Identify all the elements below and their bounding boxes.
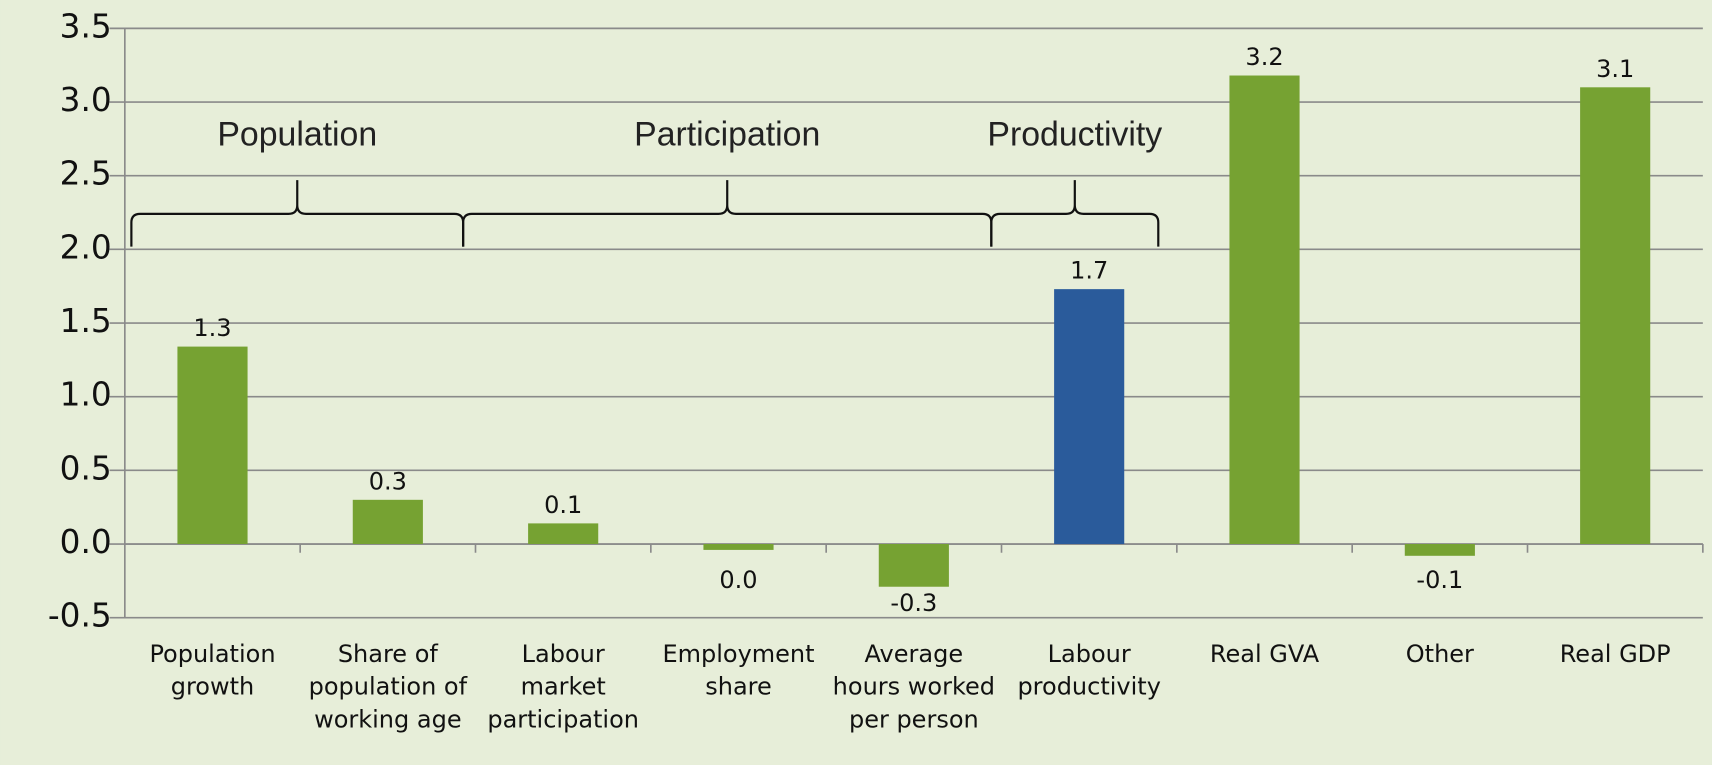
y-tick-label: 1.0 xyxy=(60,376,112,414)
data-label: -0.3 xyxy=(890,589,937,617)
label-line: working age xyxy=(314,705,462,733)
x-tick-label: Real GVA xyxy=(1210,640,1320,668)
label-line: share xyxy=(705,673,772,701)
x-tick-label: Share of population of working age xyxy=(309,640,468,733)
bar xyxy=(1229,75,1300,545)
bar xyxy=(878,544,949,587)
y-tick-label: 0.0 xyxy=(60,523,112,561)
y-tick-label: 3.0 xyxy=(60,81,112,119)
group-label: Productivity xyxy=(987,115,1162,153)
label-line: participation xyxy=(487,705,639,733)
group-brace xyxy=(990,180,1160,247)
label-line: hours worked xyxy=(833,673,995,701)
data-label: 1.3 xyxy=(193,314,231,342)
data-label: 0.1 xyxy=(544,491,582,519)
data-label: 3.1 xyxy=(1596,55,1634,83)
label-line: Labour xyxy=(1048,640,1131,668)
label-line: Employment xyxy=(662,640,814,668)
data-label: 0.3 xyxy=(369,467,407,495)
group-label: Participation xyxy=(634,115,820,153)
bar xyxy=(177,346,248,545)
y-tick-label: -0.5 xyxy=(48,597,112,635)
label-line: Labour xyxy=(522,640,605,668)
bar xyxy=(703,544,774,550)
label-line: Real GVA xyxy=(1210,640,1320,668)
label-line: Population xyxy=(149,640,275,668)
label-line: population of xyxy=(309,673,468,701)
label-line: market xyxy=(521,673,606,701)
label-line: productivity xyxy=(1017,673,1160,701)
bar xyxy=(352,499,423,545)
group-brace xyxy=(130,180,465,247)
label-line: Share of xyxy=(338,640,439,668)
label-line: Average xyxy=(865,640,964,668)
y-tick-label: 3.5 xyxy=(60,7,112,45)
label-line: growth xyxy=(171,673,255,701)
x-tick-label: Population growth xyxy=(149,640,275,701)
label-line: Other xyxy=(1406,640,1474,668)
y-tick-label: 0.5 xyxy=(60,449,112,487)
x-tick-label: Average hours worked per person xyxy=(833,640,995,733)
group-brace xyxy=(462,180,993,247)
data-label: 0.0 xyxy=(719,566,757,594)
x-tick-label: Labour productivity xyxy=(1017,640,1160,701)
y-tick-label: 2.5 xyxy=(60,155,112,193)
bar xyxy=(1054,289,1125,545)
data-label: 3.2 xyxy=(1245,43,1283,71)
data-label: -0.1 xyxy=(1416,566,1463,594)
group-label: Population xyxy=(217,115,377,153)
y-tick-label: 2.0 xyxy=(60,228,112,266)
x-tick-label: Employment share xyxy=(662,640,814,701)
bar xyxy=(1404,544,1475,556)
x-tick-label: Labour market participation xyxy=(487,640,639,733)
x-tick-label: Real GDP xyxy=(1560,640,1671,668)
label-line: per person xyxy=(849,705,979,733)
y-tick-label: 1.5 xyxy=(60,302,112,340)
label-line: Real GDP xyxy=(1560,640,1671,668)
bar xyxy=(1580,87,1651,545)
x-tick-label: Other xyxy=(1406,640,1474,668)
data-label: 1.7 xyxy=(1070,257,1108,285)
bar xyxy=(528,523,599,545)
